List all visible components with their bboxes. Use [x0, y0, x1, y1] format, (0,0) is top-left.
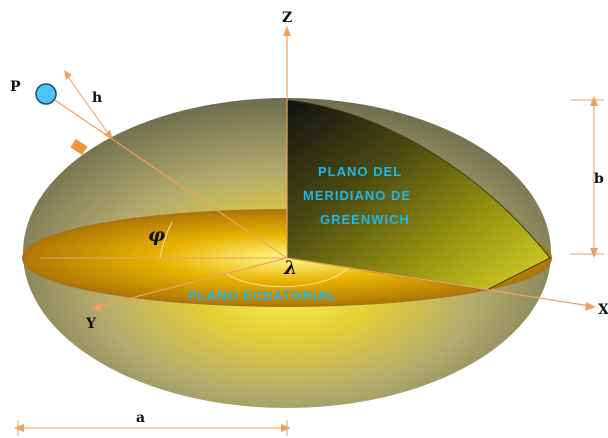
point-p-label: P [10, 79, 21, 95]
meridian-plane-label-3: GREENWICH [320, 212, 410, 227]
latitude-label: φ [148, 224, 165, 246]
semi-minor-label: b [594, 171, 604, 187]
a-arrow-right [281, 424, 291, 432]
z-axis-label: Z [282, 10, 292, 26]
latitude-arc [159, 221, 173, 259]
h-arrow-bottom [104, 130, 113, 140]
meridian-plane [286, 99, 551, 291]
h-arrow-top [64, 70, 72, 80]
a-arrow-left [14, 424, 24, 432]
x-axis-line [286, 257, 591, 307]
y-axis-label: Y [85, 316, 97, 332]
point-p-marker [35, 83, 57, 105]
height-label: h [92, 90, 102, 106]
normal-line [45, 93, 288, 259]
x-axis-arrowhead [585, 302, 596, 311]
z-axis-arrowhead [283, 26, 291, 36]
y-axis-arrowhead [90, 302, 102, 311]
h-dimension-line [65, 73, 111, 137]
meridian-plane-label-2: MERIDIANO DE [303, 188, 411, 203]
y-axis-line [95, 257, 288, 308]
longitude-arc [225, 267, 349, 288]
semi-major-label: a [136, 410, 145, 426]
b-arrow-bottom [590, 248, 598, 258]
meridian-plane-label-1: PLANO DEL [318, 164, 402, 179]
x-axis-label: X [598, 302, 608, 318]
equatorial-plane-label: PLANO ECUATORIAL [188, 288, 337, 303]
b-arrow-top [590, 96, 598, 106]
longitude-label: λ [283, 257, 297, 279]
surface-marker [70, 138, 88, 156]
